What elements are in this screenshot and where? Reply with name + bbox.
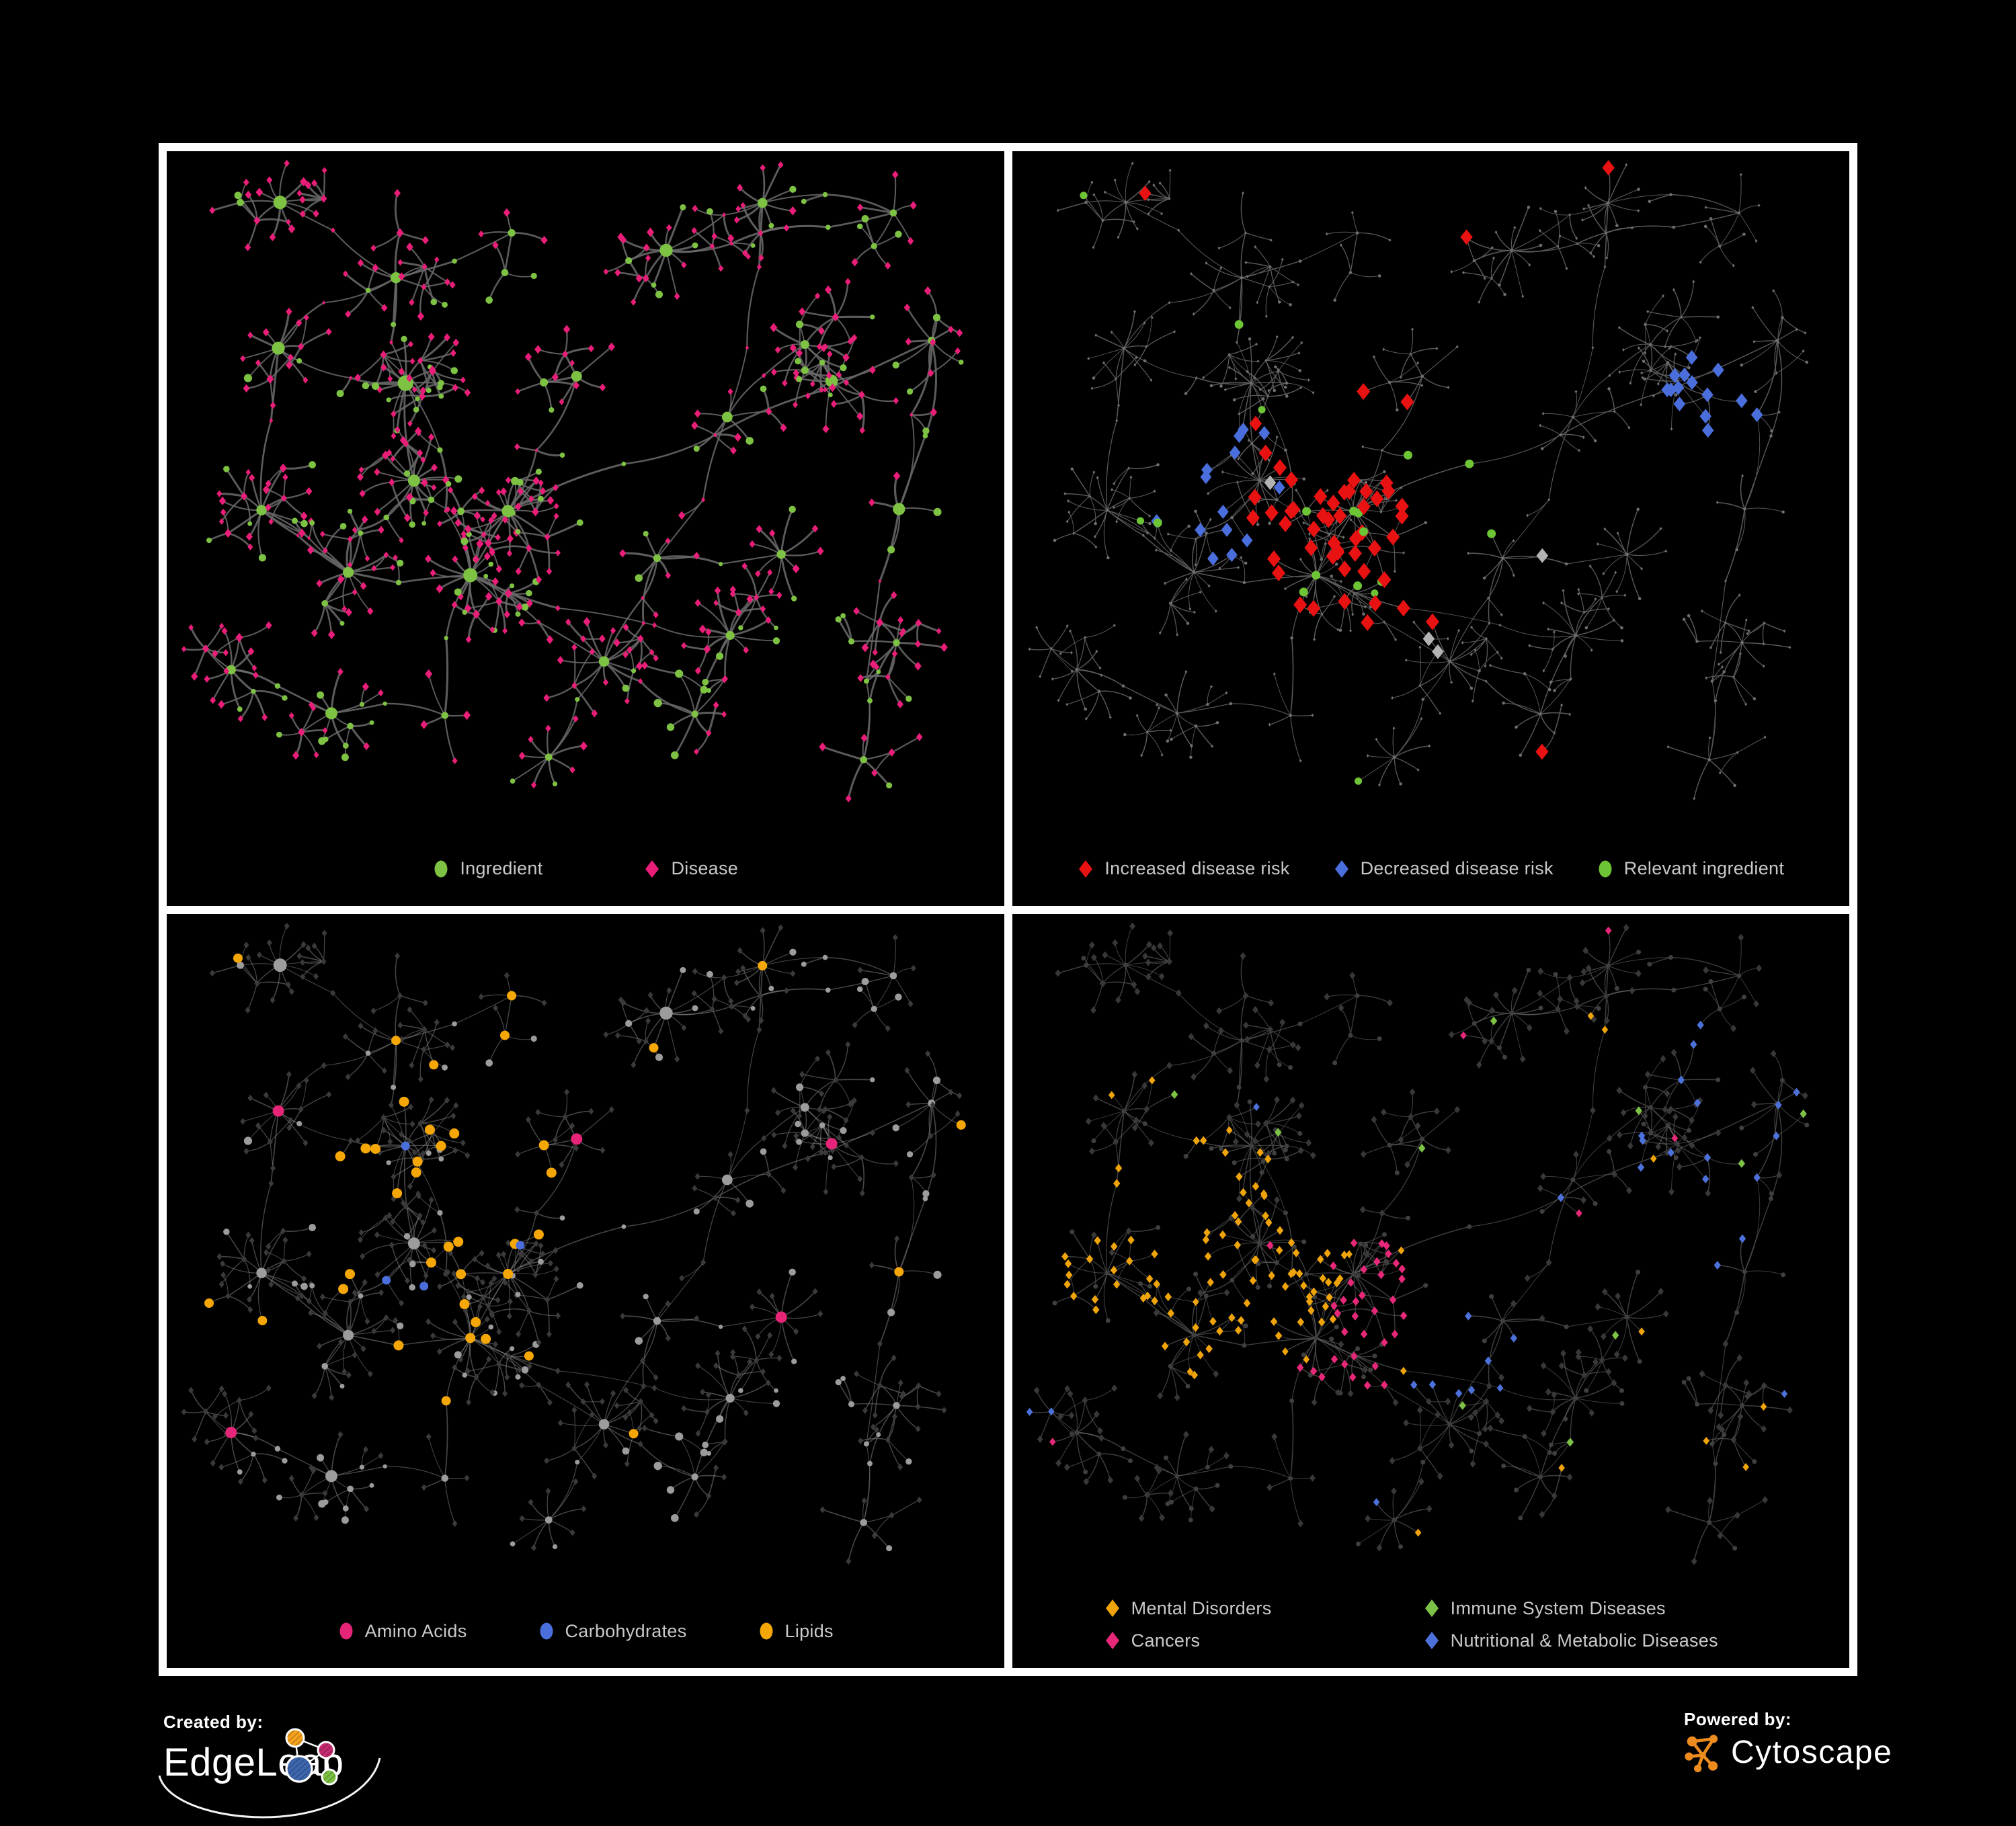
- edgeleap-node-blue: [285, 1755, 313, 1783]
- legend-circle-marker: [540, 1622, 553, 1640]
- legend-label: Immune System Diseases: [1450, 1597, 1666, 1618]
- legend-diamond-marker: [1334, 860, 1348, 878]
- legend-item: Nutritional & Metabolic Diseases: [1423, 1629, 1718, 1652]
- legend-label: Mental Disorders: [1131, 1597, 1272, 1618]
- highlighted-nodes: [1026, 926, 1807, 1537]
- cytoscape-logo-text: Cytoscape: [1731, 1735, 1893, 1770]
- network-disease-categories: [1026, 922, 1809, 1565]
- legend-disease-risk: Increased disease risk Decreased disease …: [1012, 858, 1850, 880]
- edgeleap-branding: Created by: EdgeLeap: [158, 1712, 479, 1819]
- edgeleap-logo: EdgeLeap: [158, 1728, 479, 1819]
- legend-diamond-marker: [1105, 1600, 1119, 1617]
- cytoscape-logo: Cytoscape: [1684, 1733, 1892, 1773]
- legend-label: Ingredient: [460, 858, 543, 878]
- legend-circle-marker: [339, 1622, 353, 1640]
- legend-label: Nutritional & Metabolic Diseases: [1450, 1630, 1718, 1651]
- legend-label: Increased disease risk: [1104, 858, 1290, 878]
- cytoscape-logo-icon: [1685, 1735, 1718, 1773]
- legend-label: Disease: [671, 858, 739, 878]
- legend-item: Cancers: [1104, 1629, 1201, 1652]
- network-edges: [183, 925, 962, 1562]
- legend-macronutrients: Amino Acids Carbohydrates Lipids: [167, 1620, 1004, 1643]
- legend-label: Cancers: [1131, 1630, 1201, 1651]
- legend-label: Amino Acids: [364, 1620, 467, 1641]
- panel-disease-categories: Mental Disorders Immune System Diseases Ca…: [1012, 913, 1849, 1668]
- network-disease-risk: [1028, 160, 1808, 800]
- legend-diamond-marker: [1424, 1600, 1439, 1617]
- highlighted-nodes: [204, 953, 966, 1438]
- panel-grid: Ingredient Disease Increased disease risk…: [159, 143, 1857, 1676]
- legend-circle-marker: [434, 860, 448, 877]
- legend-item: Mental Disorders: [1104, 1597, 1272, 1620]
- network-edges: [1029, 925, 1807, 1562]
- network-nodes: [1028, 161, 1808, 800]
- panel-ingredient-disease: Ingredient Disease: [167, 151, 1004, 906]
- legend-item: Increased disease risk: [1077, 858, 1289, 880]
- legend-diamond-marker: [1424, 1632, 1439, 1649]
- network-edges: [1029, 163, 1807, 799]
- legend-circle-marker: [760, 1622, 772, 1640]
- legend-label: Carbohydrates: [565, 1620, 687, 1641]
- legend-circle-marker: [1599, 860, 1612, 877]
- edgeleap-logo-text: EdgeLeap: [163, 1741, 344, 1784]
- cytoscape-branding: Powered by:: [1684, 1709, 1892, 1773]
- edgeleap-node-orange: [285, 1728, 305, 1748]
- legend-item: Disease: [643, 858, 738, 880]
- legend-diamond-marker: [1105, 1632, 1119, 1649]
- edgeleap-swoosh-icon: [158, 1757, 381, 1819]
- legend-item: Decreased disease risk: [1333, 858, 1554, 880]
- legend-item: Ingredient: [432, 858, 542, 880]
- network-macronutrients: [181, 922, 966, 1565]
- panel-macronutrients: Amino Acids Carbohydrates Lipids: [167, 913, 1004, 1668]
- legend-label: Lipids: [784, 1620, 834, 1641]
- legend-label: Relevant ingredient: [1623, 858, 1785, 878]
- legend-item: Amino Acids: [337, 1620, 467, 1643]
- edgeleap-node-magenta: [317, 1741, 335, 1759]
- highlighted-nodes: [1079, 160, 1763, 785]
- created-by-label: Created by:: [163, 1712, 264, 1732]
- legend-item: Immune System Diseases: [1423, 1597, 1666, 1620]
- edgeleap-node-green: [321, 1768, 338, 1786]
- legend-item: Relevant ingredient: [1597, 858, 1784, 880]
- legend-ingredient-disease: Ingredient Disease: [167, 858, 1004, 880]
- legend-disease-categories: Mental Disorders Immune System Diseases Ca…: [1105, 1597, 1753, 1652]
- legend-item: Lipids: [758, 1620, 834, 1643]
- legend-item: Carbohydrates: [538, 1620, 687, 1643]
- powered-by-label: Powered by:: [1684, 1709, 1792, 1729]
- legend-diamond-marker: [1079, 860, 1093, 878]
- footer: Created by: EdgeLeap: [0, 1676, 2016, 1819]
- network-ingredient-disease: [181, 159, 964, 802]
- edgeleap-logo-icon: [285, 1728, 338, 1786]
- panel-disease-risk: Increased disease risk Decreased disease …: [1012, 151, 1850, 906]
- legend-label: Decreased disease risk: [1360, 858, 1554, 878]
- legend-diamond-marker: [645, 860, 659, 878]
- network-edges: [183, 163, 962, 800]
